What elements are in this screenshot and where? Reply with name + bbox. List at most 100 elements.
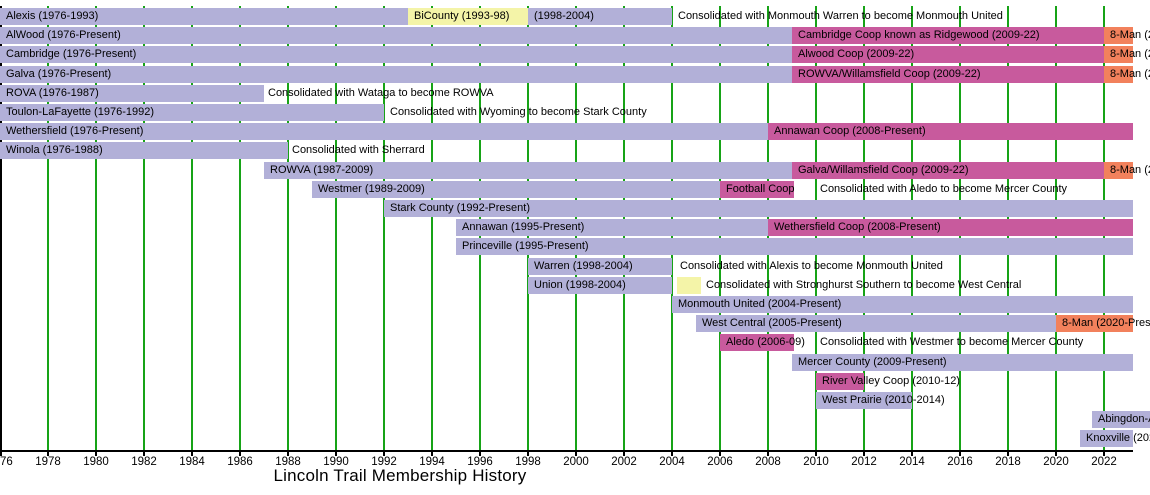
timeline-bar-toulon-lafayette: Toulon-LaFayette (1976-1992) [0, 104, 384, 121]
tick-label-1980: 1980 [83, 456, 109, 468]
gridline-1992 [383, 6, 385, 450]
tick-label-1992: 1992 [371, 456, 397, 468]
tick-2006 [719, 450, 721, 456]
timeline-bar-cambridge-1: Alwood Coop (2009-22) [792, 46, 1104, 64]
tick-2016 [959, 450, 961, 456]
note-alexis: Consolidated with Monmouth Warren to bec… [678, 10, 1003, 22]
note-aledo: Consolidated with Westmer to become Merc… [820, 336, 1084, 349]
tick-label-1998: 1998 [515, 456, 541, 468]
tick-1982 [143, 450, 145, 456]
timeline-bar-rova: ROVA (1976-1987) [0, 84, 264, 102]
tick-1978 [47, 450, 49, 456]
note-westmer: Consolidated with Aledo to become Mercer… [820, 182, 1068, 195]
tick-1994 [431, 450, 433, 456]
timeline-bar-union: Union (1998-2004) [528, 276, 672, 294]
timeline-bar-monmouth-united: Monmouth United (2004-Present) [672, 296, 1133, 313]
timeline-bar-wethersfield-1: Annawan Coop (2008-Present) [768, 123, 1133, 141]
tick-label-2008: 2008 [755, 456, 781, 468]
tick-1992 [383, 450, 385, 456]
tick-label-2014: 2014 [899, 456, 925, 468]
timeline-bar-rowva-2: 8-Man (2022-Present) [1104, 161, 1150, 179]
tick-1990 [335, 450, 337, 456]
timeline-bar-west-prairie: West Prairie (2010-2014) [816, 392, 945, 409]
tick-1996 [479, 450, 481, 456]
tick-2020 [1055, 450, 1057, 456]
tick-label-2010: 2010 [803, 456, 829, 468]
tick-label-2012: 2012 [851, 456, 877, 468]
x-axis-line [0, 450, 1133, 452]
tick-label-1986: 1986 [227, 456, 253, 468]
timeline-bar-stark-county: Stark County (1992-Present) [384, 200, 1133, 217]
timeline-bar-knoxville: Knoxville (2021-Present) [1080, 430, 1150, 448]
timeline-bar-winola: Winola (1976-1988) [0, 142, 288, 160]
tick-label-2000: 2000 [563, 456, 589, 468]
tick-2018 [1007, 450, 1009, 456]
timeline-bar-alwood: AlWood (1976-Present) [0, 27, 792, 45]
timeline-bar-westmer: Westmer (1989-2009) [312, 180, 720, 198]
note-rova: Consolidated with Wataga to become ROWVA [268, 86, 494, 99]
chart-title: Lincoln Trail Membership History [273, 466, 527, 485]
tick-label-2018: 2018 [995, 456, 1021, 468]
timeline-bar-cambridge-2: 8-Man (2022-Present) [1104, 46, 1150, 64]
timeline-bar-westmer-1: Football Coop [720, 180, 795, 198]
tick-label-1982: 1982 [131, 456, 157, 468]
timeline-bar-alwood-1: Cambridge Coop known as Ridgewood (2009-… [792, 27, 1104, 45]
tick-2002 [623, 450, 625, 456]
tick-label-2016: 2016 [947, 456, 973, 468]
tick-label-2022: 2022 [1091, 456, 1117, 468]
timeline-bar-alwood-2: 8-Man (2022-Present) [1104, 27, 1150, 45]
timeline-bar-rowva-1: Galva/Willamsfield Coop (2009-22) [792, 161, 1104, 179]
note-winola: Consolidated with Sherrard [292, 144, 425, 157]
timeline-bar-mercer-county: Mercer County (2009-Present) [792, 353, 1133, 371]
note-warren: Consolidated with Alexis to become Monmo… [680, 259, 943, 272]
gridline-1988 [287, 6, 289, 450]
tick-label-1978: 1978 [35, 456, 61, 468]
tick-2014 [911, 450, 913, 456]
timeline-bar-alexis: Alexis (1976-1993) [0, 8, 408, 25]
gridline-1986 [239, 6, 241, 450]
note-union: Consolidated with Stronghurst Southern t… [706, 278, 1022, 291]
tick-label-1984: 1984 [179, 456, 205, 468]
note-toulon-lafayette: Consolidated with Wyoming to become Star… [390, 106, 647, 118]
tick-1976 [0, 450, 2, 456]
tick-2012 [863, 450, 865, 456]
gridline-1984 [191, 6, 193, 450]
tick-label-2002: 2002 [611, 456, 637, 468]
timeline-bar-west-central: West Central (2005-Present) [696, 315, 1056, 333]
tick-label-1994: 1994 [419, 456, 445, 468]
tick-1986 [239, 450, 241, 456]
tick-label-1976: 1976 [0, 456, 13, 468]
tick-1980 [95, 450, 97, 456]
timeline-bar-rowva: ROWVA (1987-2009) [264, 161, 792, 179]
tick-2010 [815, 450, 817, 456]
tick-label-1996: 1996 [467, 456, 493, 468]
timeline-bar-annawan: Annawan (1995-Present) [456, 219, 768, 237]
tick-label-2004: 2004 [659, 456, 685, 468]
tick-2008 [767, 450, 769, 456]
timeline-bar-princeville: Princeville (1995-Present) [456, 238, 1133, 256]
y-axis-line [0, 6, 2, 450]
timeline-bar-west-central-1: 8-Man (2020-Present) [1056, 315, 1150, 333]
tick-label-1988: 1988 [275, 456, 301, 468]
tick-2022 [1103, 450, 1105, 456]
timeline-bar-cambridge: Cambridge (1976-Present) [0, 46, 792, 64]
tick-1988 [287, 450, 289, 456]
timeline-bar-wethersfield: Wethersfield (1976-Present) [0, 123, 768, 141]
timeline-bar-aledo: Aledo (2006-09) [720, 334, 805, 352]
timeline-bar-annawan-1: Wethersfield Coop (2008-Present) [768, 219, 1133, 237]
gridline-1982 [143, 6, 145, 450]
timeline-bar-alexis-1: BiCounty (1993-98) [408, 8, 528, 25]
tick-label-2020: 2020 [1043, 456, 1069, 468]
tick-label-2006: 2006 [707, 456, 733, 468]
gridline-1980 [95, 6, 97, 450]
tick-label-1990: 1990 [323, 456, 349, 468]
timeline-bar-galva-2: 8-Man (2022-Present) [1104, 65, 1150, 83]
timeline-bar-river-valley-coop: River Valley Coop (2010-12) [816, 372, 960, 390]
gridline-1990 [335, 6, 337, 450]
tick-1984 [191, 450, 193, 456]
timeline-bar-alexis-2: (1998-2004) [528, 8, 672, 25]
gridline-1994 [431, 6, 433, 450]
timeline-bar-union-1 [676, 276, 701, 294]
